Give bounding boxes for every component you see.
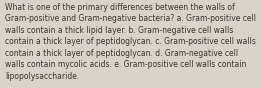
Text: What is one of the primary differences between the walls of: What is one of the primary differences b… [5, 3, 235, 12]
Text: contain a thick layer of peptidoglycan. c. Gram-positive cell walls: contain a thick layer of peptidoglycan. … [5, 37, 256, 46]
Text: lipopolysaccharide.: lipopolysaccharide. [5, 72, 79, 81]
Text: walls contain mycolic acids. e. Gram-positive cell walls contain: walls contain mycolic acids. e. Gram-pos… [5, 60, 247, 69]
Text: contain a thick layer of peptidoglycan. d. Gram-negative cell: contain a thick layer of peptidoglycan. … [5, 49, 238, 58]
Text: Gram-positive and Gram-negative bacteria? a. Gram-positive cell: Gram-positive and Gram-negative bacteria… [5, 14, 256, 23]
Text: walls contain a thick lipid layer. b. Gram-negative cell walls: walls contain a thick lipid layer. b. Gr… [5, 26, 234, 35]
